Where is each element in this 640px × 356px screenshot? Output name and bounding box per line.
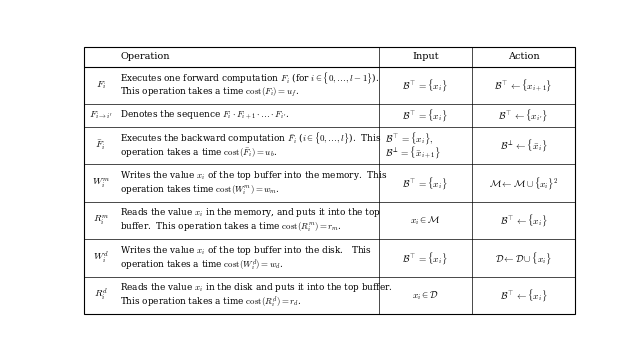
Text: Action: Action [508, 52, 540, 61]
Text: $R_i^m$: $R_i^m$ [93, 214, 109, 227]
Text: $F_i$: $F_i$ [95, 80, 106, 91]
Text: $\mathcal{B}^\top = \{x_i\}$: $\mathcal{B}^\top = \{x_i\}$ [403, 175, 448, 191]
Text: operation takes time $\mathrm{cost}(W_i^m) = w_m$.: operation takes time $\mathrm{cost}(W_i^… [120, 184, 280, 197]
Text: Reads the value $x_i$ in the memory, and puts it into the top: Reads the value $x_i$ in the memory, and… [120, 206, 381, 219]
Text: $\mathcal{B}^\top = \{x_i\}$: $\mathcal{B}^\top = \{x_i\}$ [403, 78, 448, 93]
Text: operation takes a time $\mathrm{cost}(\bar{F}_i) = u_b$.: operation takes a time $\mathrm{cost}(\b… [120, 146, 278, 159]
Text: $\mathcal{B}^\top \leftarrow \{x_{i+1}\}$: $\mathcal{B}^\top \leftarrow \{x_{i+1}\}… [494, 78, 552, 94]
Text: $\mathcal{B}^\perp \leftarrow \{\bar{x}_i\}$: $\mathcal{B}^\perp \leftarrow \{\bar{x}_… [500, 138, 547, 153]
Text: $x_i \in \mathcal{D}$: $x_i \in \mathcal{D}$ [412, 289, 439, 302]
Text: $\mathcal{B}^\top \leftarrow \{x_i\}$: $\mathcal{B}^\top \leftarrow \{x_i\}$ [500, 213, 547, 228]
Text: $\bar{F}_i$: $\bar{F}_i$ [95, 139, 106, 152]
Text: Writes the value $x_i$ of the top buffer into the disk.   This: Writes the value $x_i$ of the top buffer… [120, 244, 372, 257]
Text: Reads the value $x_i$ in the disk and puts it into the top buffer.: Reads the value $x_i$ in the disk and pu… [120, 281, 393, 294]
Text: $\mathcal{B}^\perp = \{\bar{x}_{i+1}\}$: $\mathcal{B}^\perp = \{\bar{x}_{i+1}\}$ [385, 144, 441, 159]
Text: $R_i^d$: $R_i^d$ [93, 287, 108, 303]
Text: $F_{i\rightarrow i'}$: $F_{i\rightarrow i'}$ [88, 110, 113, 121]
Text: Executes the backward computation $\bar{F}_i$ ($i \in \{0,\ldots,l\}$).  This: Executes the backward computation $\bar{… [120, 130, 381, 146]
Text: Input: Input [412, 52, 438, 61]
Text: $\mathcal{B}^\top \leftarrow \{x_i\}$: $\mathcal{B}^\top \leftarrow \{x_i\}$ [500, 288, 547, 303]
Text: Writes the value $x_i$ of the top buffer into the memory.  This: Writes the value $x_i$ of the top buffer… [120, 169, 387, 182]
Text: $\mathcal{B}^\top =  \{x_i\},$: $\mathcal{B}^\top = \{x_i\},$ [385, 131, 433, 146]
Text: Operation: Operation [120, 52, 170, 61]
Text: This operation takes a time $\mathrm{cost}(F_i) = u_f$.: This operation takes a time $\mathrm{cos… [120, 87, 300, 99]
Text: $x_i \in \mathcal{M}$: $x_i \in \mathcal{M}$ [410, 214, 440, 227]
Text: buffer.  This operation takes a time $\mathrm{cost}(R_i^m) = r_m$.: buffer. This operation takes a time $\ma… [120, 221, 342, 234]
Text: Denotes the sequence $F_i \cdot F_{i+1} \cdot \ldots \cdot F_{i'}$.: Denotes the sequence $F_i \cdot F_{i+1} … [120, 109, 290, 122]
Text: $\mathcal{B}^\top = \{x_i\}$: $\mathcal{B}^\top = \{x_i\}$ [403, 108, 448, 124]
Text: $\mathcal{B}^\top \leftarrow \{x_{i'}\}$: $\mathcal{B}^\top \leftarrow \{x_{i'}\}$ [499, 108, 548, 124]
Text: $W_i^m$: $W_i^m$ [92, 176, 109, 190]
Text: This operation takes a time $\mathrm{cost}(R_i^d) = r_d$.: This operation takes a time $\mathrm{cos… [120, 295, 301, 310]
Text: operation takes a time $\mathrm{cost}(W_i^d) = w_d$.: operation takes a time $\mathrm{cost}(W_… [120, 257, 284, 273]
Text: Executes one forward computation $F_i$ (for $i \in \{0,\ldots,l-1\}$).: Executes one forward computation $F_i$ (… [120, 70, 380, 86]
Text: $W_i^d$: $W_i^d$ [93, 250, 109, 266]
Text: $\mathcal{D} \leftarrow \mathcal{D} \cup \{x_i\}$: $\mathcal{D} \leftarrow \mathcal{D} \cup… [495, 250, 552, 266]
Text: $\mathcal{M}\leftarrow\mathcal{M}\cup\{x_i\}^2$: $\mathcal{M}\leftarrow\mathcal{M}\cup\{x… [488, 175, 558, 191]
Text: $\mathcal{B}^\top = \{x_i\}$: $\mathcal{B}^\top = \{x_i\}$ [403, 250, 448, 266]
